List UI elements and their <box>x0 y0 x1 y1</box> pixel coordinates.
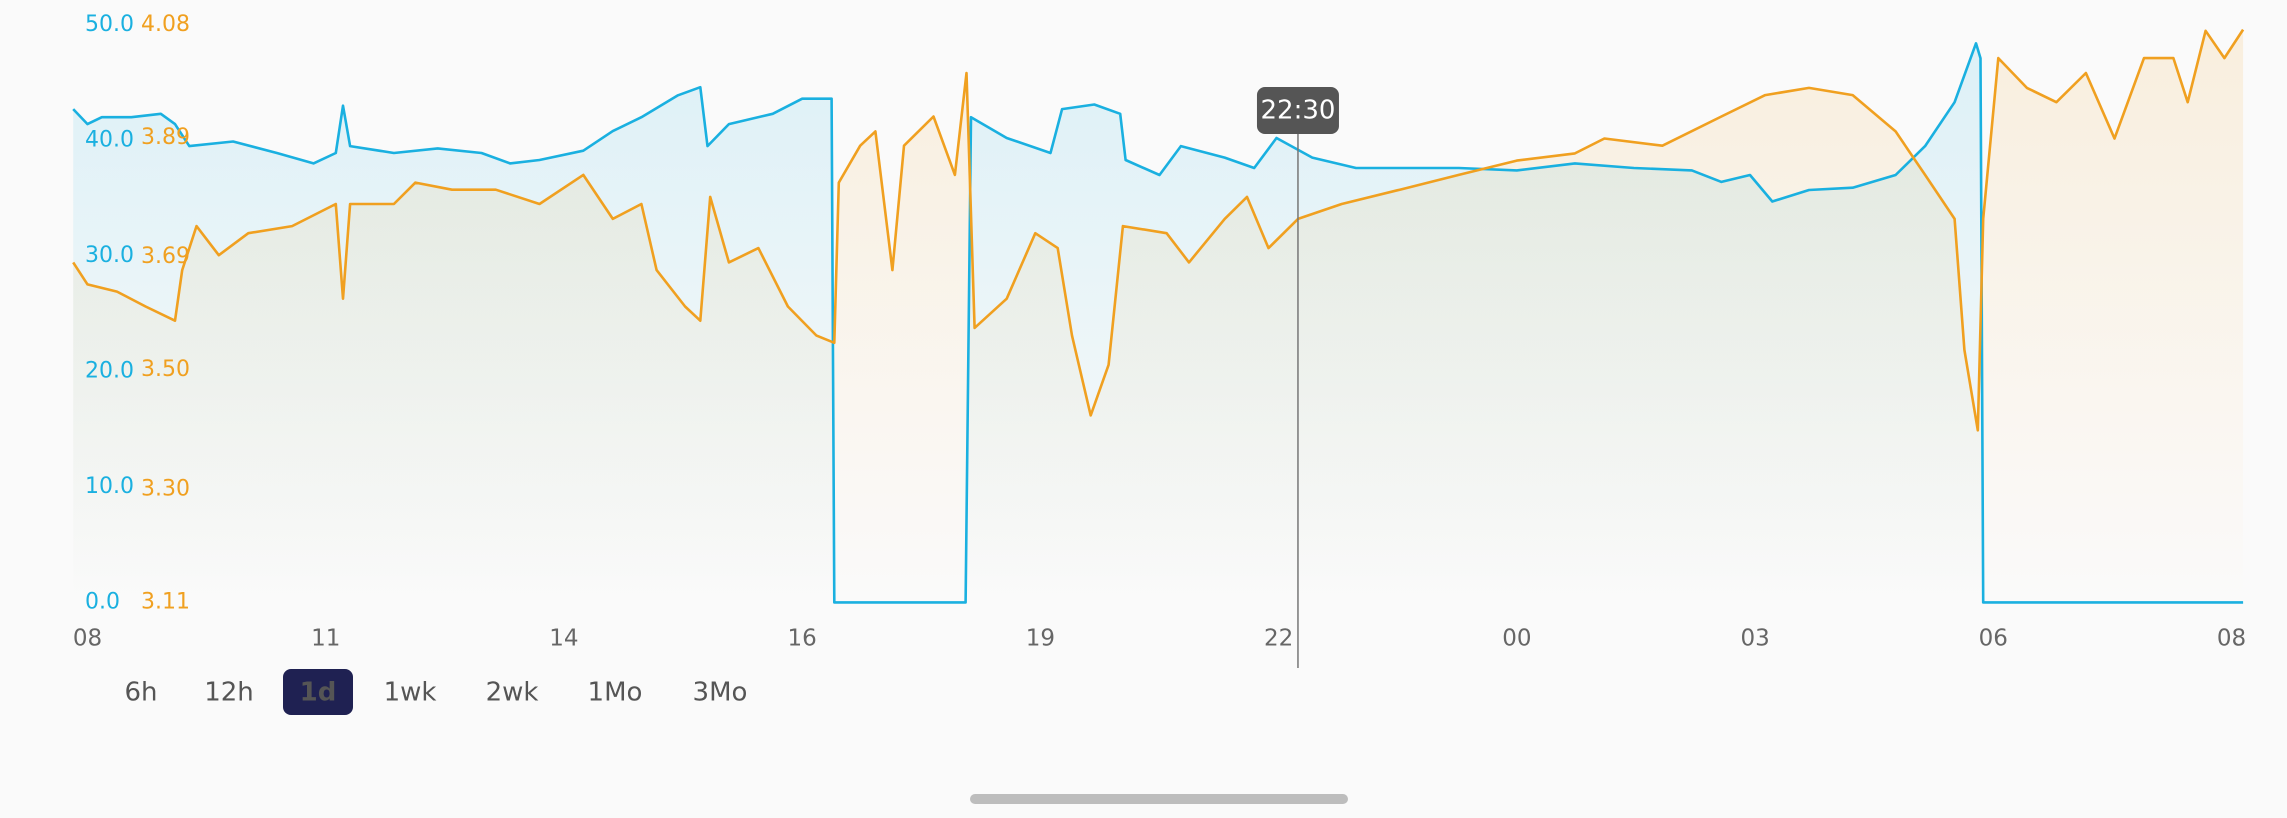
x-tick-label: 08 <box>73 626 102 652</box>
tooltip-label: 22:30 <box>1260 96 1335 126</box>
lines <box>72 28 2245 604</box>
y-tick-label: 0.0 <box>85 589 120 614</box>
range-button[interactable]: 2wk <box>486 678 539 708</box>
line <box>72 28 2245 432</box>
x-tick-label: 11 <box>311 626 340 652</box>
y2-tick-label: 3.50 <box>141 357 190 382</box>
range-button[interactable]: 1d <box>300 678 337 708</box>
range-button[interactable]: 6h <box>124 678 157 708</box>
range-button[interactable]: 3Mo <box>693 678 748 708</box>
tooltip-box <box>1256 87 1339 134</box>
y-tick-label: 40.0 <box>85 127 134 152</box>
y2-tick-label: 3.30 <box>141 476 190 501</box>
x-tick-label: 03 <box>1740 626 1769 652</box>
x-tick-label: 19 <box>1026 626 1055 652</box>
y-tick-label: 50.0 <box>85 12 134 37</box>
y2-tick-label: 3.11 <box>141 589 190 614</box>
range-button[interactable]: 1Mo <box>588 678 643 708</box>
y-tick-label: 20.0 <box>85 358 134 383</box>
scroll-bar[interactable] <box>970 794 1348 804</box>
line <box>72 42 2244 604</box>
y-tick-label: 10.0 <box>85 474 134 499</box>
axes: 0.0 10.0 20.0 30.0 40.0 50.0 3.11 3.30 3.50 3.69 3… <box>73 12 2246 668</box>
x-tick-label: 08 <box>2217 626 2246 652</box>
x-tick-label: 22 <box>1264 626 1293 652</box>
y-tick-label: 30.0 <box>85 243 134 268</box>
x-tick-label: 14 <box>549 626 578 652</box>
range-button[interactable]: 1wk <box>384 678 437 708</box>
area <box>73 29 2244 603</box>
y2-tick-label: 3.69 <box>141 244 190 269</box>
y2-tick-label: 3.89 <box>141 125 190 150</box>
areas <box>73 29 2244 603</box>
x-tick-label: 00 <box>1502 626 1531 652</box>
x-tick-label: 16 <box>788 626 817 652</box>
y2-tick-label: 4.08 <box>141 12 190 37</box>
x-tick-label: 06 <box>1979 626 2008 652</box>
range-button-bg[interactable] <box>283 669 353 715</box>
range-button[interactable]: 12h <box>204 678 254 708</box>
